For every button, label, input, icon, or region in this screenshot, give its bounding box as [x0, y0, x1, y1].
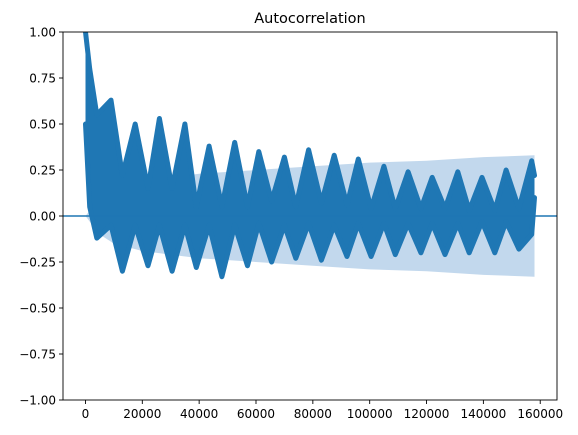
x-axis: 0 20000 40000 60000 80000 100000 120000 140000 1…	[82, 400, 563, 421]
y-tick-label: −1.00	[19, 394, 56, 408]
x-tick-label: 140000	[460, 407, 506, 421]
chart-title: Autocorrelation	[254, 11, 365, 27]
x-tick-label: 40000	[180, 407, 218, 421]
x-tick-label: 20000	[123, 407, 161, 421]
y-tick-label: 0.25	[29, 164, 56, 178]
y-tick-label: 0.50	[29, 118, 56, 132]
acf-markers	[83, 32, 537, 280]
y-tick-label: −0.25	[19, 256, 56, 270]
x-tick-label: 0	[82, 407, 90, 421]
x-tick-label: 160000	[517, 407, 563, 421]
y-tick-label: −0.50	[19, 302, 56, 316]
x-tick-label: 60000	[237, 407, 275, 421]
x-tick-label: 100000	[347, 407, 393, 421]
x-tick-label: 80000	[294, 407, 332, 421]
y-tick-label: 0.75	[29, 72, 56, 86]
x-tick-label: 120000	[404, 407, 450, 421]
y-tick-label: 0.00	[29, 210, 56, 224]
y-tick-label: 1.00	[29, 26, 56, 40]
plot-area	[63, 32, 557, 280]
y-tick-label: −0.75	[19, 348, 56, 362]
y-axis: −1.00 −0.75 −0.50 −0.25 0.00 0.25 0.50 0.75 1.00	[19, 26, 63, 408]
